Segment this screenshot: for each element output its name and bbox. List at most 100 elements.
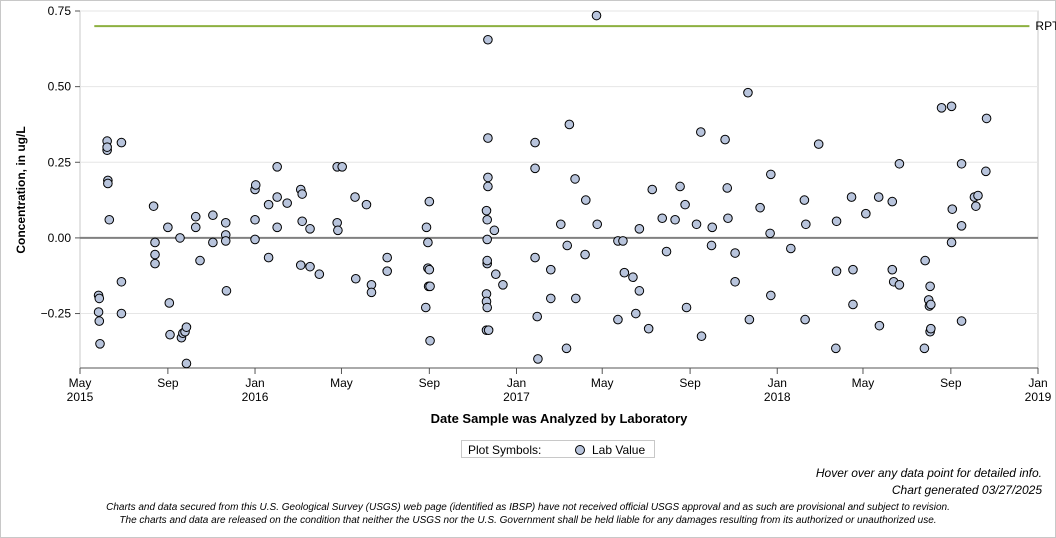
data-point [533, 354, 543, 364]
data-point [272, 192, 282, 202]
legend-label: Lab Value [592, 443, 646, 457]
data-point [350, 192, 360, 202]
data-point [165, 329, 175, 340]
data-point [919, 343, 930, 354]
data-point [250, 180, 261, 190]
data-point [681, 302, 692, 313]
data-point [382, 252, 392, 263]
data-point [973, 190, 983, 201]
data-point [946, 101, 957, 112]
data-point [532, 311, 543, 322]
data-point [926, 299, 936, 310]
data-point [580, 249, 590, 260]
data-point [861, 208, 871, 219]
data-point [421, 222, 432, 233]
data-point [483, 181, 493, 192]
data-point [220, 236, 231, 246]
data-point [314, 269, 325, 280]
data-point [744, 314, 755, 325]
data-point [981, 166, 991, 177]
data-point [481, 205, 492, 216]
data-point [691, 219, 702, 230]
data-point [382, 266, 392, 276]
x-tick-label: Sep [940, 376, 962, 390]
data-point [297, 189, 307, 199]
data-point [530, 252, 540, 263]
data-point [591, 10, 602, 21]
data-point [263, 252, 274, 263]
data-point [220, 217, 231, 228]
data-point [848, 264, 858, 275]
x-axis-label: Date Sample was Analyzed by Laboratory [430, 411, 688, 426]
data-point [956, 221, 967, 231]
data-point [618, 236, 628, 246]
data-point [295, 260, 306, 270]
data-point [846, 192, 857, 202]
data-point [564, 119, 575, 130]
rpt-level-line: RPT Level [94, 19, 1056, 33]
data-point [848, 299, 858, 310]
data-point [873, 192, 884, 202]
data-point [482, 255, 493, 266]
data-point [755, 202, 765, 213]
data-point [116, 308, 127, 319]
data-point [661, 246, 672, 257]
data-point [181, 322, 192, 332]
x-tick-label: May [330, 376, 353, 390]
data-point [765, 228, 775, 239]
data-point [570, 174, 580, 184]
data-point [530, 137, 540, 148]
x-tick-year-label: 2019 [1025, 390, 1052, 404]
data-point [925, 281, 935, 292]
data-point [483, 133, 493, 143]
data-point [723, 213, 733, 224]
data-point [350, 273, 361, 284]
data-point [766, 290, 776, 301]
data-point [801, 219, 811, 230]
hover-note: Hover over any data point for detailed i… [815, 466, 1042, 480]
x-tick-label: Jan [1028, 376, 1047, 390]
data-point [116, 137, 127, 148]
x-tick-label: Sep [679, 376, 701, 390]
data-point [696, 127, 706, 137]
data-point [561, 343, 572, 354]
data-point [483, 172, 493, 183]
data-point [707, 222, 718, 233]
data-point [887, 264, 898, 275]
data-point [498, 280, 508, 290]
data-point [786, 243, 796, 254]
data-point [272, 222, 282, 233]
data-point [831, 216, 842, 227]
generated-note: Chart generated 03/27/2025 [891, 483, 1042, 497]
data-point [103, 178, 113, 189]
x-tick-label: Sep [157, 376, 179, 390]
data-point [696, 331, 707, 342]
data-point [175, 233, 185, 243]
data-point [580, 195, 591, 205]
data-point [420, 302, 431, 313]
data-point [730, 248, 740, 258]
data-point [630, 308, 641, 319]
data-point [425, 335, 435, 346]
data-point [425, 281, 435, 292]
data-point [926, 323, 936, 334]
data-point [148, 201, 159, 211]
data-point [887, 196, 898, 207]
data-point [647, 184, 658, 195]
data-point [956, 158, 967, 169]
grid-lines [79, 10, 1039, 369]
data-point [190, 211, 201, 222]
x-tick-label: Jan [245, 376, 264, 390]
data-point [208, 210, 218, 221]
data-point [800, 314, 810, 325]
data-point [272, 162, 282, 172]
data-point [489, 225, 500, 236]
data-point [482, 234, 493, 245]
x-tick-year-label: 2015 [67, 390, 94, 404]
data-point [102, 142, 112, 152]
data-point [947, 204, 958, 214]
rpt-level-label: RPT Level [1035, 19, 1056, 33]
x-tick-label: May [591, 376, 614, 390]
data-point [946, 237, 957, 248]
data-point [483, 34, 493, 45]
